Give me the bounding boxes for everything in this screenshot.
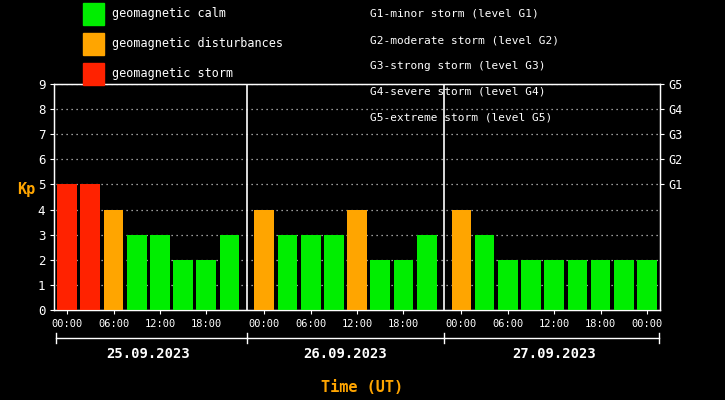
Bar — [568, 260, 587, 310]
Text: G4-severe storm (level G4): G4-severe storm (level G4) — [370, 87, 545, 97]
Bar — [278, 235, 297, 310]
Y-axis label: Kp: Kp — [17, 182, 36, 197]
Text: 26.09.2023: 26.09.2023 — [304, 347, 387, 361]
Bar — [196, 260, 216, 310]
Bar — [614, 260, 634, 310]
Bar — [498, 260, 518, 310]
Bar — [417, 235, 436, 310]
Bar — [475, 235, 494, 310]
Bar — [80, 184, 100, 310]
Text: G5-extreme storm (level G5): G5-extreme storm (level G5) — [370, 113, 552, 123]
Bar — [57, 184, 77, 310]
Bar — [452, 210, 471, 310]
Bar — [591, 260, 610, 310]
Text: 25.09.2023: 25.09.2023 — [107, 347, 190, 361]
Bar — [220, 235, 239, 310]
Text: geomagnetic disturbances: geomagnetic disturbances — [112, 38, 283, 50]
Bar — [347, 210, 367, 310]
Text: 27.09.2023: 27.09.2023 — [513, 347, 596, 361]
Bar — [370, 260, 390, 310]
Bar — [394, 260, 413, 310]
Bar — [324, 235, 344, 310]
Text: Time (UT): Time (UT) — [321, 380, 404, 396]
Text: geomagnetic calm: geomagnetic calm — [112, 8, 226, 20]
Text: G2-moderate storm (level G2): G2-moderate storm (level G2) — [370, 35, 559, 45]
Bar — [104, 210, 123, 310]
Text: G1-minor storm (level G1): G1-minor storm (level G1) — [370, 9, 539, 19]
Text: geomagnetic storm: geomagnetic storm — [112, 68, 233, 80]
Bar — [301, 235, 320, 310]
Bar — [173, 260, 193, 310]
Bar — [127, 235, 146, 310]
Text: G3-strong storm (level G3): G3-strong storm (level G3) — [370, 61, 545, 71]
Bar — [521, 260, 541, 310]
Bar — [544, 260, 564, 310]
Bar — [637, 260, 657, 310]
Bar — [254, 210, 274, 310]
Bar — [150, 235, 170, 310]
